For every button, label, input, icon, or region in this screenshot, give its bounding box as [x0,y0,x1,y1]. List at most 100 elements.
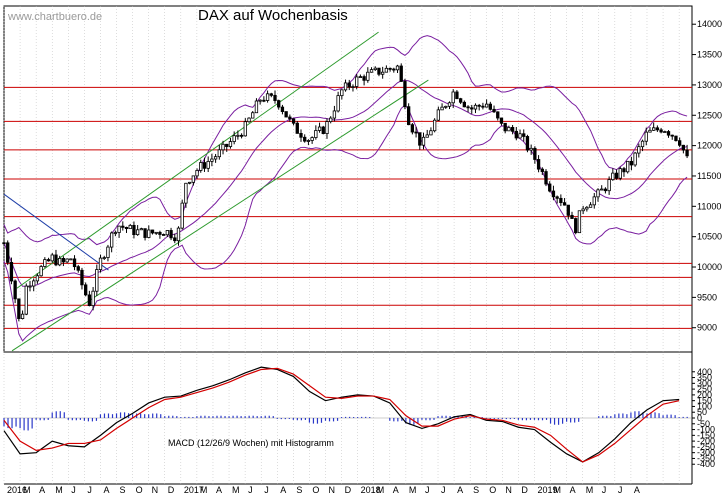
month-label: M [554,485,562,495]
candle-body [514,130,518,139]
macd-tick-label: -250 [697,442,715,452]
candle-body [187,181,192,184]
candle-body [176,227,181,242]
macd-tick-label: -50 [697,419,710,429]
candle-body [644,131,648,142]
candle-body [481,105,485,108]
macd-tick-label: 250 [697,384,712,394]
candle-body [54,254,58,266]
candle-body [581,208,585,212]
candle-body [574,218,578,234]
candle-body [536,159,541,170]
candle-body [195,170,199,177]
candle-body [280,106,285,112]
candle-body [150,229,155,234]
candle-body [663,131,667,133]
candle-body [570,214,574,219]
horizontal-levels [4,86,692,329]
candle-body [284,111,288,118]
candle-body [533,147,537,160]
candle-body [470,107,474,110]
candle-body [503,122,507,132]
candle-body [522,133,526,137]
candle-body [121,225,125,228]
candle-body [277,100,281,108]
candle-body [384,67,389,73]
chart-title: DAX auf Wochenbasis [198,7,348,24]
price-tick-label: 12000 [697,141,722,151]
candle-body [592,196,596,206]
candle-body [213,156,218,160]
candle-body [173,237,177,242]
month-label: A [457,485,463,495]
candle-body [191,175,195,183]
month-label: S [120,485,126,495]
price-axis: 9000 9500 10000 10500 11000 11500 12000 12500 13… [692,19,722,333]
candle-body [648,129,652,133]
candles [2,63,689,322]
candle-body [440,106,444,111]
candle-body [217,149,221,158]
month-label: A [280,485,286,495]
month-label: M [232,485,240,495]
candle-body [681,144,686,151]
candle-body [340,89,344,97]
candle-body [135,229,140,236]
candle-body [351,86,355,88]
candle-body [492,108,496,113]
candle-body [611,172,615,181]
bollinger-lower [3,104,688,342]
month-label: 2018 [361,485,381,495]
candle-body [626,160,630,173]
candle-body [87,294,92,307]
candle-body [9,261,14,282]
candle-body [507,127,511,132]
month-label: A [634,485,640,495]
candle-body [355,76,359,87]
candle-body [436,109,441,121]
candle-body [269,93,273,96]
price-tick-label: 11500 [697,171,721,181]
month-label: A [39,485,45,495]
decline-line [3,193,109,271]
macd-tick-label: -400 [697,459,715,469]
candle-body [132,224,136,236]
candle-body [447,102,452,107]
candle-body [206,160,210,169]
candle-body [247,117,251,123]
candle-body [310,137,314,141]
macd-line [3,366,680,463]
candle-body [117,225,121,233]
candle-body [451,91,455,104]
candle-body [139,228,144,231]
candle-body [69,258,73,261]
candle-body [510,127,515,132]
candle-body [670,134,674,137]
candle-body [43,259,47,267]
candle-body [551,190,556,198]
candle-body [484,103,489,108]
price-tick-label: 14000 [697,19,722,29]
candle-body [50,254,54,262]
candle-body [525,136,530,151]
candle-body [659,129,663,133]
candle-body [429,130,433,136]
candle-body [72,258,77,268]
price-tick-label: 13000 [697,80,722,90]
candle-body [161,234,166,236]
month-label: A [216,485,222,495]
candle-body [84,284,88,296]
candle-body [291,118,296,124]
candle-body [562,202,567,206]
candle-body [618,168,622,179]
candle-body [477,104,481,107]
month-label: J [441,485,446,495]
macd-label: MACD (12/26/9 Wochen) mit Histogramm [168,438,334,448]
candle-body [432,119,437,132]
candle-body [332,110,337,119]
month-label: J [618,485,623,495]
candle-body [607,179,611,192]
month-label: M [586,485,594,495]
macd-tick-label: 200 [697,390,712,400]
